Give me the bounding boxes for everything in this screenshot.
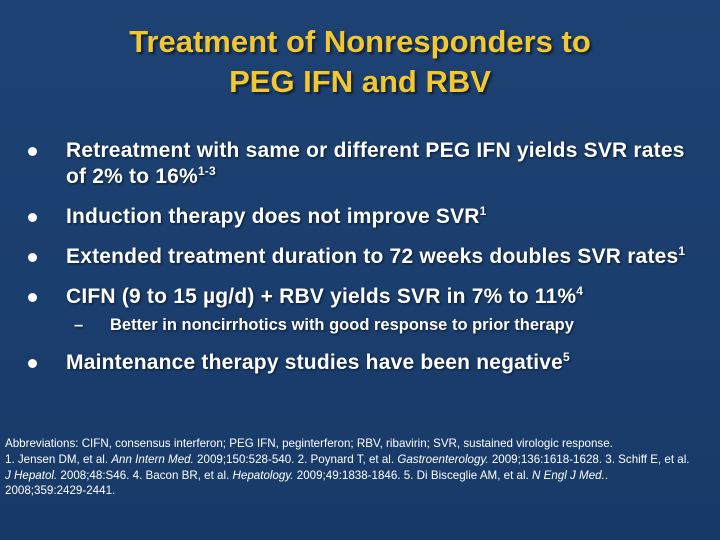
bullet-superscript: 4: [576, 284, 584, 298]
reference-journal: Hepatology.: [232, 468, 294, 482]
reference-author: 5. Di Bisceglie AM, et al.: [403, 468, 533, 482]
reference-journal: Gastroenterology.: [397, 452, 489, 466]
slide-title-line-2: PEG IFN and RBV: [229, 64, 491, 99]
slide-title: Treatment of Nonresponders to PEG IFN an…: [0, 22, 720, 102]
sub-bullet-text: Better in noncirrhotics with good respon…: [110, 316, 574, 334]
reference-author: 3. Schiff E, et al.: [605, 452, 690, 466]
bullet-text: Extended treatment duration to 72 weeks …: [66, 245, 679, 268]
bullet-item: Extended treatment duration to 72 weeks …: [0, 244, 720, 270]
bullet-text: CIFN (9 to 15 µg/d) + RBV yields SVR in …: [66, 285, 577, 308]
reference-author: 4. Bacon BR, et al.: [132, 468, 233, 482]
footnote-abbreviations: Abbreviations: CIFN, consensus interfero…: [5, 437, 613, 450]
bullet-dot-icon: [28, 213, 37, 222]
reference-citation: 2009;49:1838-1846.: [293, 468, 404, 482]
bullet-superscript: 1-3: [197, 164, 216, 178]
bullet-superscript: 1: [479, 204, 487, 218]
bullet-superscript: 5: [563, 350, 570, 364]
bullet-dot-icon: [28, 359, 37, 368]
bullet-item: Maintenance therapy studies have been ne…: [0, 350, 720, 376]
bullet-item: Induction therapy does not improve SVR1: [0, 204, 720, 230]
bullet-dot-icon: [28, 253, 37, 262]
reference-journal: N Engl J Med.: [532, 468, 605, 482]
bullet-text: Maintenance therapy studies have been ne…: [66, 351, 564, 374]
reference-author: 2. Poynard T, et al.: [297, 452, 398, 466]
bullet-dot-icon: [28, 147, 37, 156]
bullet-list: Retreatment with same or different PEG I…: [0, 138, 720, 376]
footnote-references: 1. Jensen DM, et al. Ann Intern Med. 200…: [0, 452, 690, 499]
bullet-dot-icon: [28, 293, 37, 302]
sub-bullet-item: – Better in noncirrhotics with good resp…: [0, 314, 720, 336]
reference-citation: . 2008;359:2429-2441.: [5, 468, 609, 498]
footnote: Abbreviations: CIFN, consensus interfero…: [0, 436, 690, 499]
bullet-item: CIFN (9 to 15 µg/d) + RBV yields SVR in …: [0, 284, 720, 310]
slide-title-line-1: Treatment of Nonresponders to: [129, 24, 591, 59]
bullet-text: Induction therapy does not improve SVR: [66, 205, 480, 228]
sub-bullet-dash: –: [74, 316, 84, 334]
reference-citation: 2009;150:528-540.: [193, 452, 298, 466]
bullet-item: Retreatment with same or different PEG I…: [0, 138, 720, 190]
reference-journal: J Hepatol.: [5, 468, 58, 482]
reference-author: 1. Jensen DM, et al.: [5, 452, 112, 466]
reference-citation: 2009;136:1618-1628.: [488, 452, 606, 466]
bullet-text: Retreatment with same or different PEG I…: [66, 139, 685, 188]
reference-citation: 2008;48:S46.: [57, 468, 133, 482]
bullet-superscript: 1: [678, 244, 686, 258]
reference-journal: Ann Intern Med.: [111, 452, 194, 466]
